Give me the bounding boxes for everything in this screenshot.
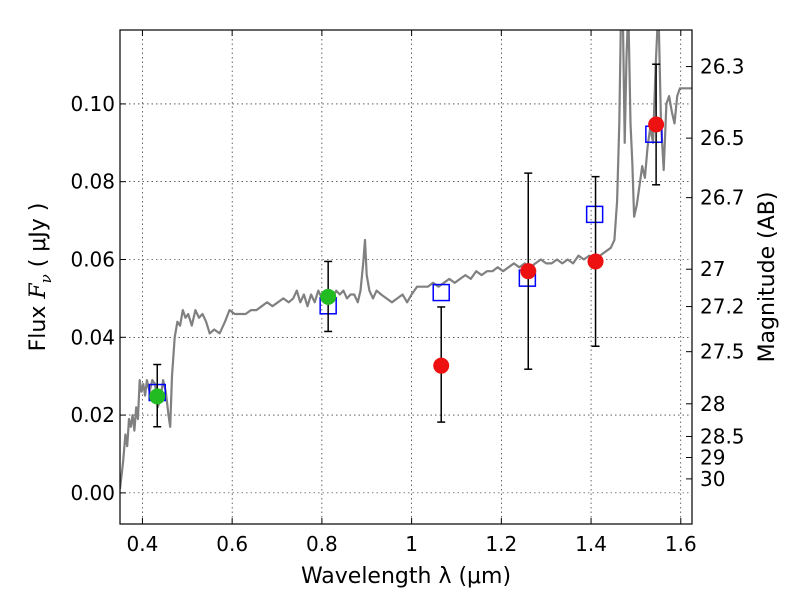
observed-flux-marker <box>587 253 604 270</box>
x-tick-label: 0.6 <box>216 532 248 556</box>
magnitude-tick-label: 27 <box>700 257 725 281</box>
observed-flux-marker <box>648 116 665 133</box>
x-tick-label: 0.4 <box>127 532 159 556</box>
magnitude-tick-label: 28.5 <box>700 424 745 448</box>
magnitude-tick-label: 27.2 <box>700 295 745 319</box>
y-tick-label: 0.04 <box>70 325 115 349</box>
y-axis-title-subscript: ν <box>37 274 55 283</box>
y-axis-title-left: Flux Fν ( μJy ) <box>26 203 55 352</box>
y-axis-title-right: Magnitude (AB) <box>755 192 780 363</box>
magnitude-tick-label: 26.3 <box>700 55 745 79</box>
model-flux-square <box>432 283 450 302</box>
magnitude-tick-label: 26.7 <box>700 186 745 210</box>
y-axis-title-prefix: Flux <box>26 299 51 352</box>
observed-flux-marker <box>320 288 337 305</box>
y-axis-title-unit: ( μJy ) <box>26 203 51 275</box>
observed-flux-marker <box>149 388 166 405</box>
plot-frame <box>119 29 693 525</box>
x-tick-label: 1.6 <box>665 532 697 556</box>
magnitude-tick-label: 30 <box>700 467 725 491</box>
magnitude-tick-label: 27.5 <box>700 340 745 364</box>
error-bars <box>149 63 665 428</box>
x-tick-label: 1.4 <box>575 532 607 556</box>
y-tick-label: 0.10 <box>70 92 115 116</box>
y-tick-label: 0.02 <box>70 403 115 427</box>
y-tick-label: 0.08 <box>70 170 115 194</box>
grid-lines <box>120 30 692 524</box>
magnitude-tick-label: 26.5 <box>700 126 745 150</box>
x-tick-label: 0.8 <box>306 532 338 556</box>
y-axis-title-symbol: F <box>26 283 51 300</box>
observed-flux-marker <box>433 357 450 374</box>
x-tick-label: 1 <box>405 532 418 556</box>
axes: 0.4 0.6 0.8 1 1.2 1.4 1.6 0.00 0.02 0.04 0.06 0.08 0… <box>70 29 745 556</box>
spectrum-line <box>120 30 692 490</box>
magnitude-tick-label: 28 <box>700 392 725 416</box>
observed-flux-marker <box>520 263 537 280</box>
y-tick-label: 0.00 <box>70 481 115 505</box>
x-axis-title: Wavelength λ (μm) <box>301 564 511 589</box>
plot-area <box>120 30 692 490</box>
x-tick-label: 1.2 <box>485 532 517 556</box>
magnitude-tick-label: 29 <box>700 445 725 469</box>
y-tick-label: 0.06 <box>70 247 115 271</box>
model-flux-square <box>585 205 604 224</box>
